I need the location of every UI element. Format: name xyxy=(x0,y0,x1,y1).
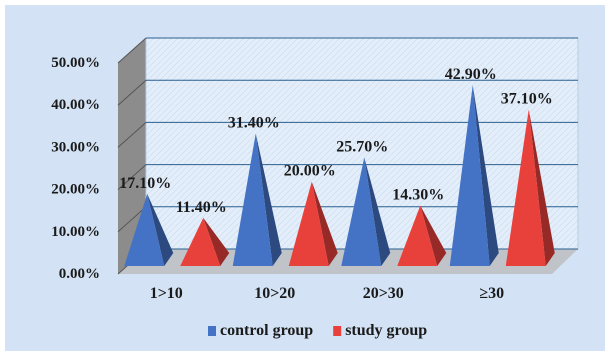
data-label: 14.30% xyxy=(392,187,444,204)
y-axis: 0.00% 10.00% 20.00% 30.00% 40.00% 50.00% xyxy=(51,55,100,282)
bar: 31.40% xyxy=(228,114,282,266)
y-tick-label: 50.00% xyxy=(51,55,100,71)
plot-area: 17.10% 11.40% 31.40% 20.00%25.70% 14.30% 42.9… xyxy=(119,66,555,266)
bar-side xyxy=(364,157,391,266)
gridline-side xyxy=(117,37,147,64)
bar-front xyxy=(505,109,546,266)
side-wall xyxy=(118,38,146,274)
gridline-side xyxy=(117,164,147,190)
bar: 25.70% xyxy=(336,139,391,266)
bar-front xyxy=(397,205,438,266)
y-tick-label: 0.00% xyxy=(59,266,100,282)
bar-side xyxy=(255,133,282,266)
bar-front xyxy=(180,217,221,266)
gridline-side xyxy=(117,79,147,106)
x-tick-label: 1>10 xyxy=(150,285,183,302)
x-tick-label: ≥30 xyxy=(479,285,504,302)
data-label: 17.10% xyxy=(119,175,171,192)
bar-front xyxy=(449,84,490,266)
x-tick-label: 20>30 xyxy=(363,285,404,302)
bar-side xyxy=(147,193,174,266)
bar-front xyxy=(341,157,382,266)
bar-front xyxy=(124,193,165,266)
data-label: 20.00% xyxy=(284,163,336,180)
data-label: 25.70% xyxy=(336,139,388,156)
y-tick-label: 20.00% xyxy=(51,182,100,198)
gridline-side xyxy=(117,122,147,148)
bar-side xyxy=(420,205,447,266)
data-label: 42.90% xyxy=(445,66,497,83)
legend-swatch xyxy=(208,326,216,336)
bar-side xyxy=(203,217,230,266)
bar-side xyxy=(311,181,338,266)
x-tick-label: 10>20 xyxy=(254,285,295,302)
y-tick-label: 40.00% xyxy=(51,97,100,113)
bar-side xyxy=(528,109,555,266)
gridlines xyxy=(117,37,578,275)
bar: 37.10% xyxy=(501,90,555,266)
data-label: 31.40% xyxy=(228,114,280,131)
bar-side xyxy=(472,84,499,266)
bar: 14.30% xyxy=(392,187,447,266)
data-label: 37.10% xyxy=(501,90,553,107)
bar: 20.00% xyxy=(284,163,338,266)
gridline-side xyxy=(117,206,147,233)
bar-front xyxy=(232,133,273,266)
legend-entry: study group xyxy=(345,322,427,339)
bar: 17.10% xyxy=(119,175,174,266)
data-label: 11.40% xyxy=(176,199,227,216)
y-tick-label: 30.00% xyxy=(51,139,100,155)
y-tick-label: 10.00% xyxy=(51,224,100,240)
bar-front xyxy=(288,181,329,266)
legend: control group study group xyxy=(208,322,427,339)
bar: 11.40% xyxy=(176,199,230,266)
legend-swatch xyxy=(333,326,342,336)
bar: 42.90% xyxy=(445,66,499,266)
legend-entry: control group xyxy=(220,322,313,339)
x-axis: 1>10 10>20 20>30 ≥30 xyxy=(150,285,504,302)
